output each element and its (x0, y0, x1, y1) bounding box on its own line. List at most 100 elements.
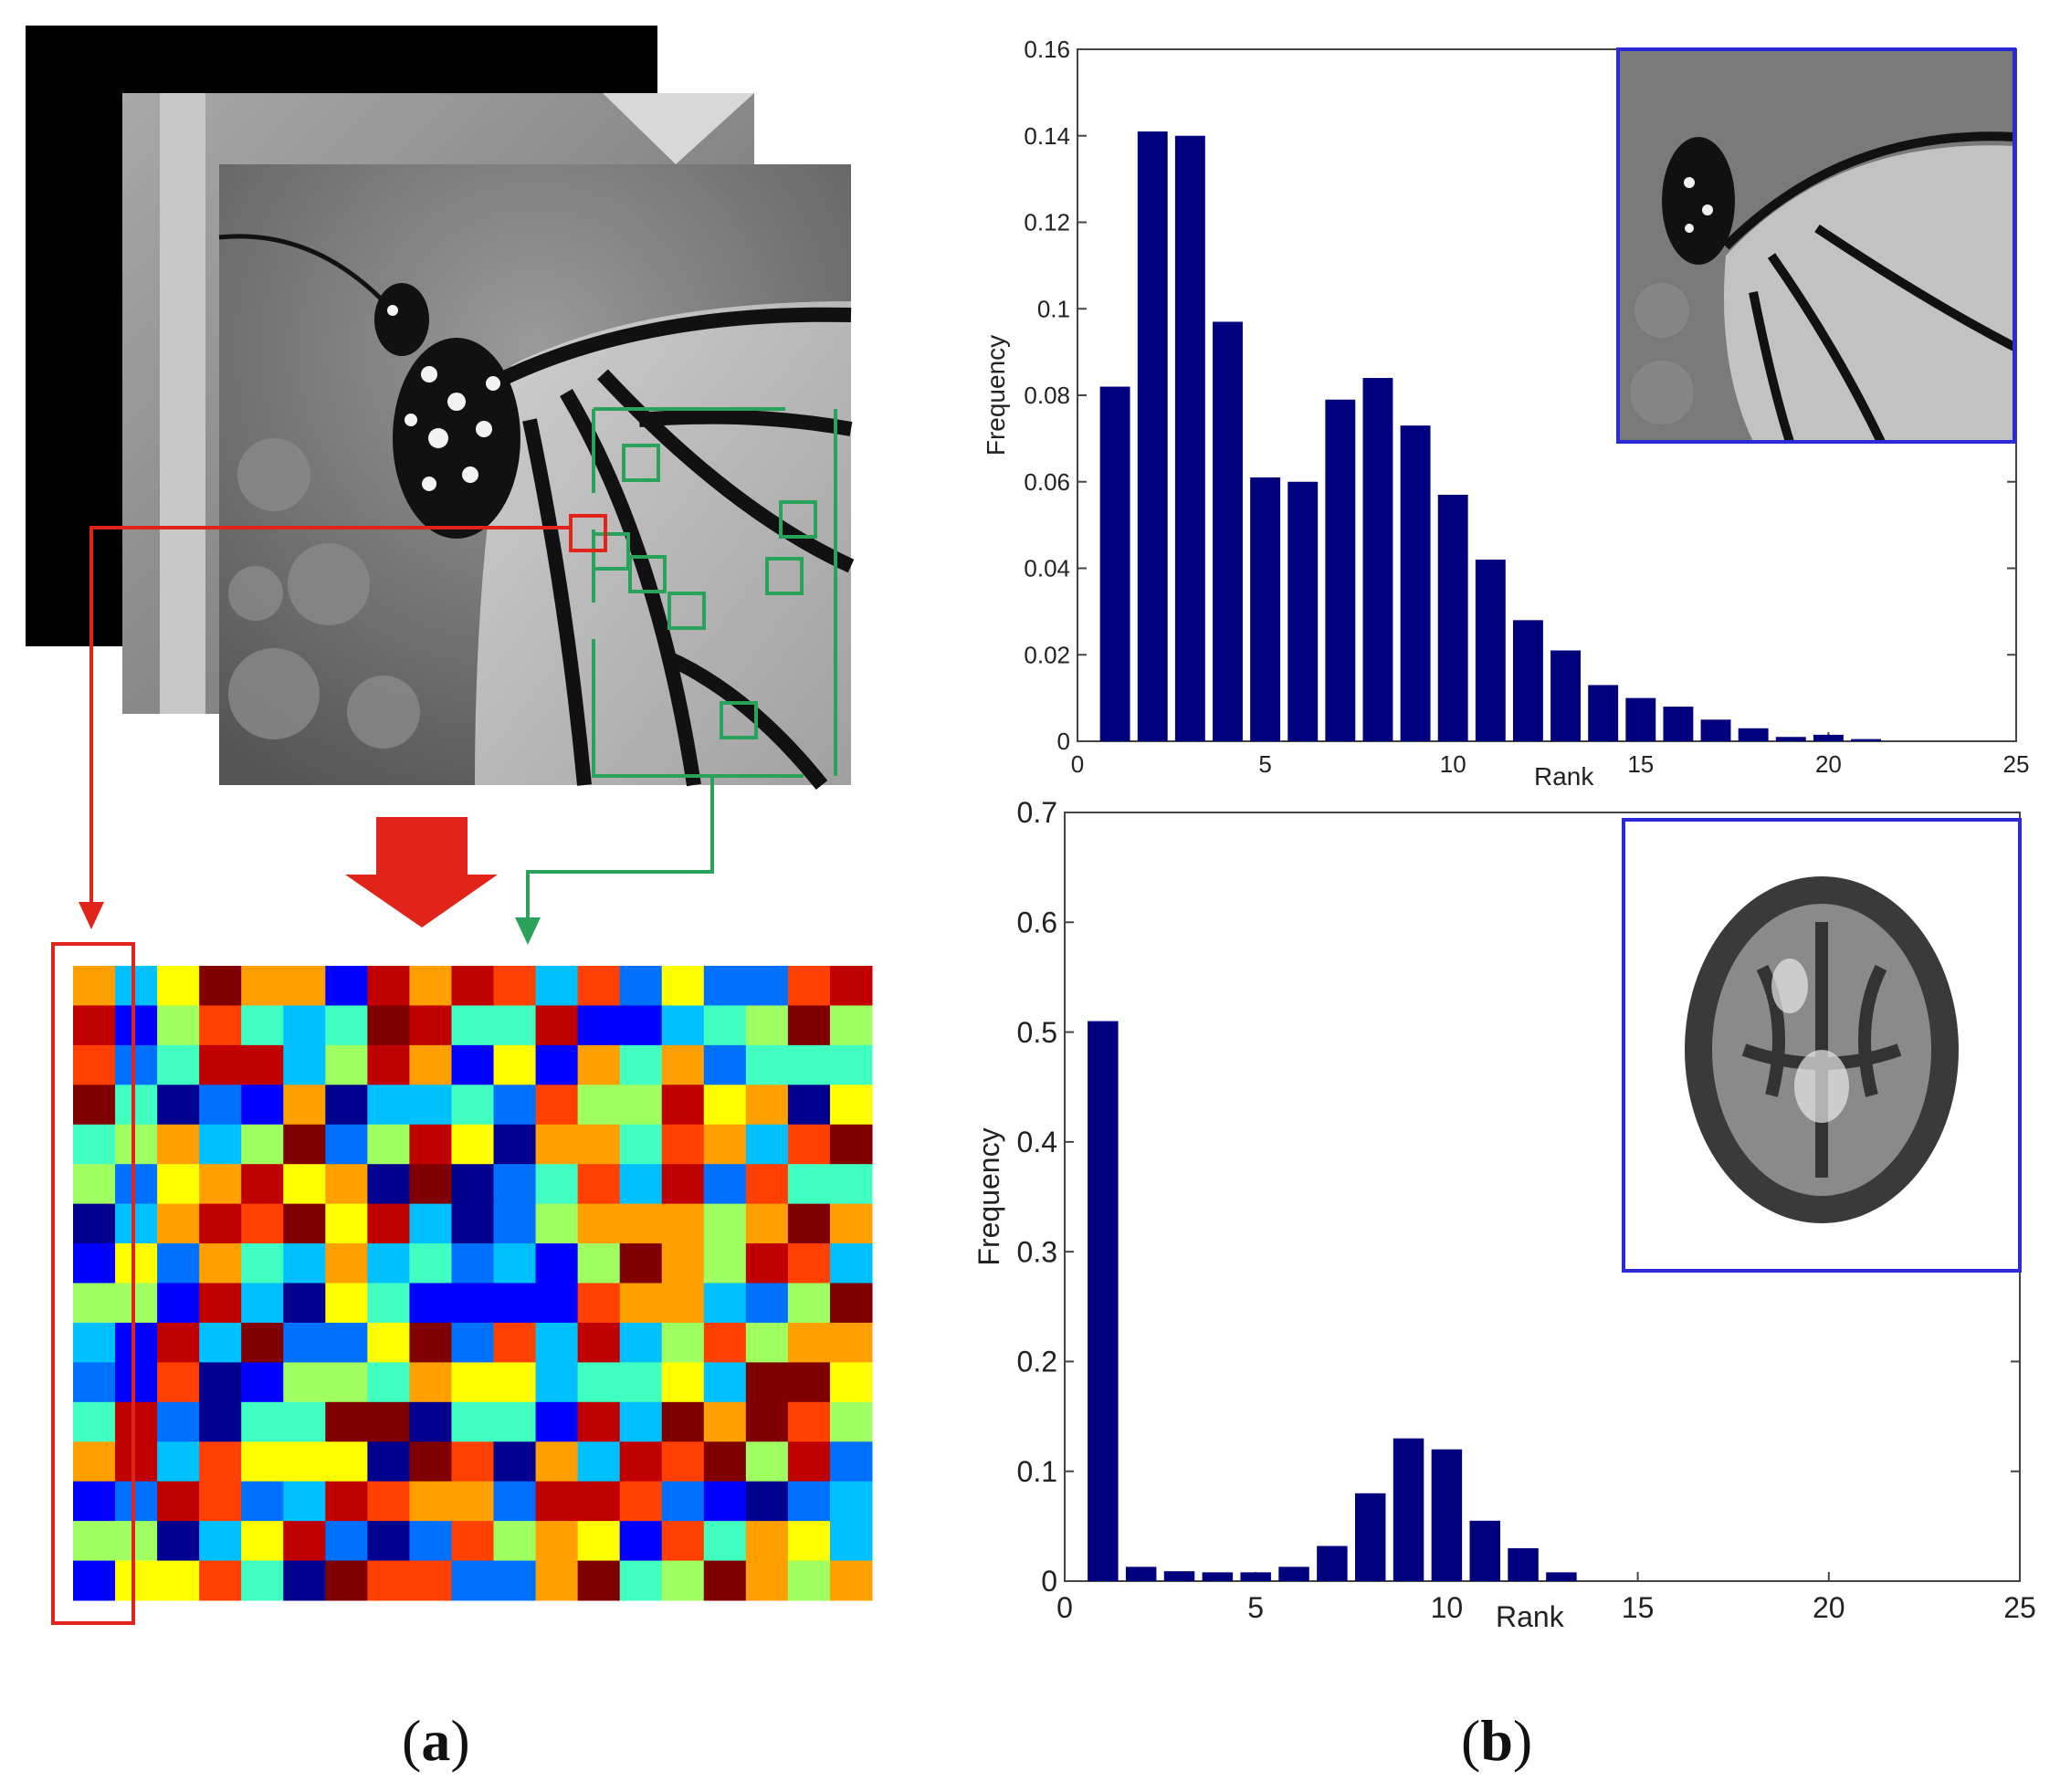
matrix-cell (787, 1521, 831, 1562)
matrix-cell (115, 1164, 158, 1205)
reference-patch (569, 514, 607, 552)
matrix-cell (703, 1441, 747, 1483)
matrix-cell (325, 1164, 368, 1205)
y-tick-label: 0.1 (1037, 295, 1070, 322)
matrix-cell (661, 1044, 705, 1085)
matrix-cell (577, 1362, 621, 1403)
matrix-cell (451, 1124, 495, 1165)
matrix-cell (493, 1283, 537, 1324)
x-tick-label: 0 (1071, 750, 1084, 778)
matrix-cell (199, 1203, 242, 1244)
matrix-cell (199, 1441, 242, 1483)
matrix-cell (199, 1124, 242, 1165)
matrix-cell (577, 1164, 621, 1205)
matrix-cell (661, 1085, 705, 1126)
y-tick-label: 0.1 (1017, 1455, 1057, 1488)
matrix-cell (451, 1005, 495, 1046)
matrix-cell (619, 1560, 663, 1601)
matrix-cell (829, 1243, 873, 1284)
matrix-cell (451, 1441, 495, 1483)
matrix-cell (745, 1203, 789, 1244)
matrix-cell (619, 1005, 663, 1046)
bar (1278, 1567, 1309, 1581)
matrix-cell (451, 1521, 495, 1562)
matrix-cell (619, 1441, 663, 1483)
matrix-cell (703, 1164, 747, 1205)
matrix-cell (367, 1124, 410, 1165)
matrix-cell (577, 1481, 621, 1522)
matrix-cell (703, 1481, 747, 1522)
matrix-cell (241, 1521, 284, 1562)
matrix-cell (199, 966, 242, 1006)
matrix-cell (661, 1203, 705, 1244)
matrix-cell (703, 1283, 747, 1324)
matrix-cell (745, 1283, 789, 1324)
matrix-cell (787, 1243, 831, 1284)
matrix-cell (283, 1401, 326, 1442)
matrix-cell (787, 1044, 831, 1085)
matrix-cell (577, 1560, 621, 1601)
matrix-cell (619, 1481, 663, 1522)
matrix-cell (619, 1362, 663, 1403)
matrix-cell (367, 1560, 410, 1601)
matrix-cell (577, 1521, 621, 1562)
matrix-cell (157, 1203, 200, 1244)
matrix-cell (535, 966, 579, 1006)
matrix-cell (829, 1481, 873, 1522)
matrix-cell (367, 1164, 410, 1205)
matrix-cell (829, 1085, 873, 1126)
matrix-cell (325, 1322, 368, 1363)
matrix-cell (115, 1203, 158, 1244)
butterfly-image (218, 164, 855, 790)
matrix-cell (661, 1243, 705, 1284)
matrix-cell (157, 1560, 200, 1601)
matrix-cell (535, 1401, 579, 1442)
matrix-cell (367, 1322, 410, 1363)
matrix-cell (157, 1085, 200, 1126)
matrix-cell (535, 1481, 579, 1522)
matrix-cell (73, 1401, 116, 1442)
matrix-cell (619, 1124, 663, 1165)
matrix-cell (115, 1322, 158, 1363)
matrix-cell (745, 1005, 789, 1046)
matrix-cell (661, 1441, 705, 1483)
bar (1137, 131, 1168, 741)
matrix-cell (451, 1362, 495, 1403)
y-tick-label: 0.14 (1024, 122, 1070, 150)
matrix-cell (703, 1243, 747, 1284)
matrix-cell (115, 1401, 158, 1442)
matrix-cell (157, 1481, 200, 1522)
matrix-cell (115, 1243, 158, 1284)
matrix-cell (661, 966, 705, 1006)
chart-top-ylabel: Frequency (982, 335, 1010, 456)
bar (1813, 734, 1844, 741)
matrix-cell (367, 1441, 410, 1483)
matrix-cell (367, 1243, 410, 1284)
reference-patch-arrow (89, 526, 571, 911)
matrix-cell (325, 1085, 368, 1126)
matrix-cell (745, 1401, 789, 1442)
bar (1213, 321, 1243, 741)
matrix-cell (409, 1322, 452, 1363)
matrix-cell (493, 1441, 537, 1483)
bar (1163, 1571, 1195, 1581)
matrix-cell (745, 966, 789, 1006)
matrix-cell (703, 1560, 747, 1601)
patch-matrix (73, 966, 873, 1601)
matrix-cell (535, 1243, 579, 1284)
matrix-cell (577, 1283, 621, 1324)
matrix-cell (493, 1044, 537, 1085)
x-tick-label: 20 (1813, 1591, 1845, 1624)
matrix-cell (73, 1044, 116, 1085)
matrix-cell (283, 1085, 326, 1126)
matrix-cell (325, 1521, 368, 1562)
matrix-cell (577, 1441, 621, 1483)
matrix-cell (703, 1085, 747, 1126)
matrix-cell (619, 1243, 663, 1284)
y-tick-label: 0 (1041, 1565, 1057, 1598)
matrix-cell (283, 1005, 326, 1046)
x-tick-label: 25 (2003, 750, 2030, 778)
y-tick-label: 0.6 (1017, 906, 1057, 938)
matrix-cell (829, 1441, 873, 1483)
matrix-cell (451, 1401, 495, 1442)
